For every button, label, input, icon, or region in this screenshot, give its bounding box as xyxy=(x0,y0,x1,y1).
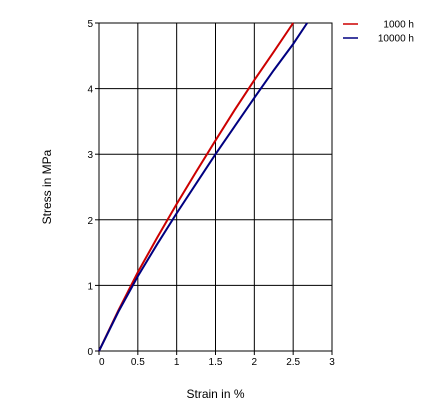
x-tick-label: 0.5 xyxy=(131,357,145,368)
y-tick-label: 3 xyxy=(87,150,93,161)
legend: 1000 h 10000 h xyxy=(343,20,414,45)
y-tick-label: 4 xyxy=(87,85,93,96)
series-line-2 xyxy=(98,22,308,352)
x-tick-label: 3 xyxy=(329,357,335,368)
legend-label-1: 1000 h xyxy=(383,20,414,31)
grid-lines xyxy=(99,23,332,351)
x-tick-label: 1.5 xyxy=(209,357,223,368)
y-axis-title: Stress in MPa xyxy=(40,149,54,224)
x-axis-title: Strain in % xyxy=(186,387,244,401)
series-lines xyxy=(98,22,308,352)
series-line-1 xyxy=(98,22,294,352)
y-tick-label: 1 xyxy=(87,281,93,292)
y-tick-label: 5 xyxy=(87,19,93,30)
x-tick-label: 1 xyxy=(174,357,180,368)
y-tick-labels: 0 1 2 3 4 5 xyxy=(87,19,99,358)
x-tick-label: 2.5 xyxy=(286,357,300,368)
y-tick-label: 0 xyxy=(87,347,93,358)
x-tick-label: 2 xyxy=(252,357,258,368)
x-tick-labels: 0 0.5 1 1.5 2 2.5 3 xyxy=(98,351,335,368)
legend-label-2: 10000 h xyxy=(378,34,414,45)
y-tick-label: 2 xyxy=(87,216,93,227)
x-tick-label: 0 xyxy=(99,357,105,368)
